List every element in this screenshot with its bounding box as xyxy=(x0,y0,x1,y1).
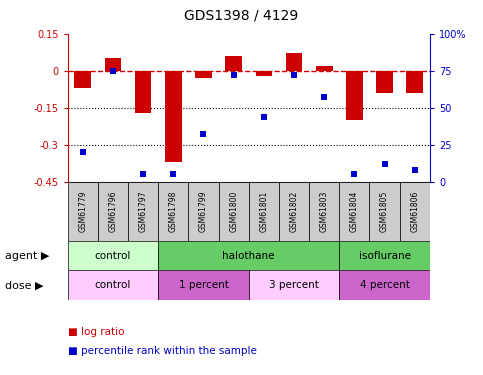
Bar xyxy=(68,270,158,300)
Bar xyxy=(135,71,151,112)
Text: GSM61804: GSM61804 xyxy=(350,190,359,232)
Bar xyxy=(346,71,363,120)
Text: agent ▶: agent ▶ xyxy=(5,251,49,261)
Text: dose ▶: dose ▶ xyxy=(5,280,43,290)
Text: GSM61800: GSM61800 xyxy=(229,190,238,232)
Bar xyxy=(407,71,423,93)
Bar xyxy=(165,71,182,162)
Bar xyxy=(309,182,339,241)
Bar xyxy=(369,182,400,241)
Text: GSM61799: GSM61799 xyxy=(199,190,208,232)
Text: ■ percentile rank within the sample: ■ percentile rank within the sample xyxy=(68,346,256,355)
Bar xyxy=(226,56,242,71)
Text: GSM61779: GSM61779 xyxy=(78,190,87,232)
Bar xyxy=(158,182,188,241)
Bar xyxy=(68,241,158,270)
Bar xyxy=(249,182,279,241)
Bar xyxy=(188,182,219,241)
Bar xyxy=(376,71,393,93)
Text: GSM61806: GSM61806 xyxy=(410,190,419,232)
Bar xyxy=(256,71,272,76)
Bar xyxy=(339,182,369,241)
Bar xyxy=(74,71,91,88)
Text: halothane: halothane xyxy=(223,251,275,261)
Bar xyxy=(98,182,128,241)
Text: 3 percent: 3 percent xyxy=(269,280,319,290)
Bar xyxy=(286,54,302,71)
Text: control: control xyxy=(95,280,131,290)
Text: GSM61802: GSM61802 xyxy=(289,190,298,232)
Text: 4 percent: 4 percent xyxy=(360,280,410,290)
Bar xyxy=(158,270,249,300)
Bar xyxy=(219,182,249,241)
Text: GSM61803: GSM61803 xyxy=(320,190,329,232)
Bar xyxy=(128,182,158,241)
Text: ■ log ratio: ■ log ratio xyxy=(68,327,124,337)
Bar xyxy=(400,182,430,241)
Text: GSM61797: GSM61797 xyxy=(139,190,148,232)
Bar xyxy=(339,241,430,270)
Bar xyxy=(105,58,121,71)
Text: GDS1398 / 4129: GDS1398 / 4129 xyxy=(185,9,298,22)
Text: GSM61798: GSM61798 xyxy=(169,190,178,232)
Text: isoflurane: isoflurane xyxy=(358,251,411,261)
Bar xyxy=(158,241,339,270)
Text: GSM61796: GSM61796 xyxy=(108,190,117,232)
Text: GSM61805: GSM61805 xyxy=(380,190,389,232)
Text: control: control xyxy=(95,251,131,261)
Bar xyxy=(316,66,332,71)
Bar xyxy=(279,182,309,241)
Text: 1 percent: 1 percent xyxy=(179,280,228,290)
Bar xyxy=(68,182,98,241)
Text: GSM61801: GSM61801 xyxy=(259,190,269,232)
Bar xyxy=(195,71,212,78)
Bar xyxy=(249,270,339,300)
Bar xyxy=(339,270,430,300)
